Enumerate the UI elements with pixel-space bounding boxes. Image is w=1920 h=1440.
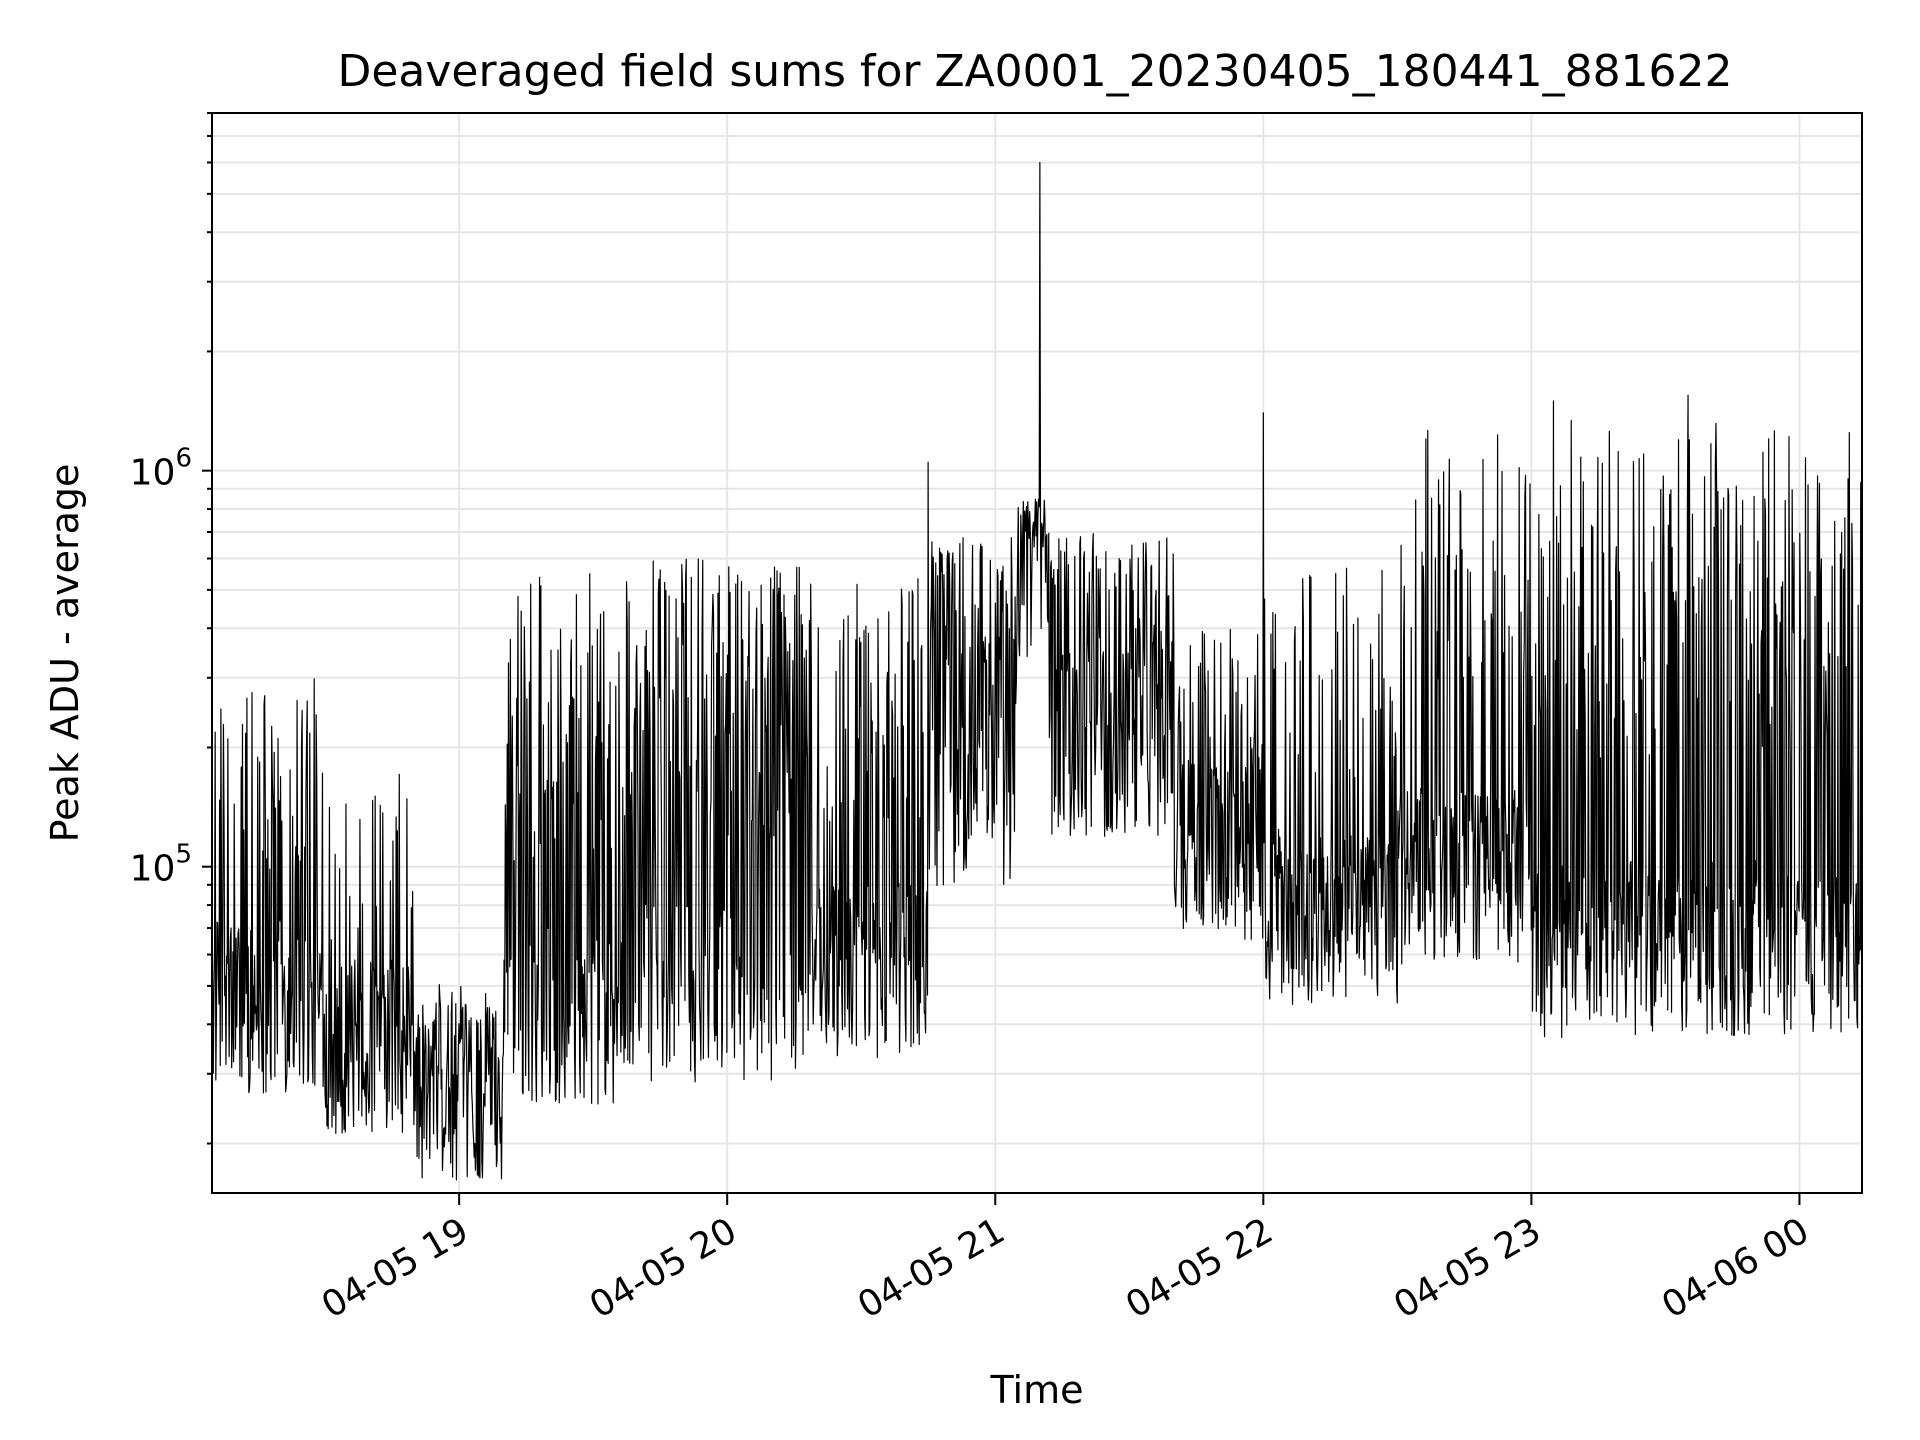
series-line-group (211, 161, 1863, 1181)
y-tick-label-exponent: 6 (175, 444, 192, 474)
plot-frame (211, 112, 1863, 1194)
series-line (211, 161, 1863, 1181)
y-tick-label: 106 (130, 444, 192, 494)
x-axis-label: Time (990, 1368, 1084, 1412)
y-tick-label-base: 10 (130, 849, 176, 890)
y-tick-label-exponent: 5 (175, 840, 192, 870)
chart-title: Deaveraged field sums for ZA0001_2023040… (337, 46, 1732, 97)
y-axis-label: Peak ADU - average (43, 464, 87, 843)
y-tick-label: 105 (130, 840, 192, 890)
y-tick-label-base: 10 (130, 453, 176, 494)
